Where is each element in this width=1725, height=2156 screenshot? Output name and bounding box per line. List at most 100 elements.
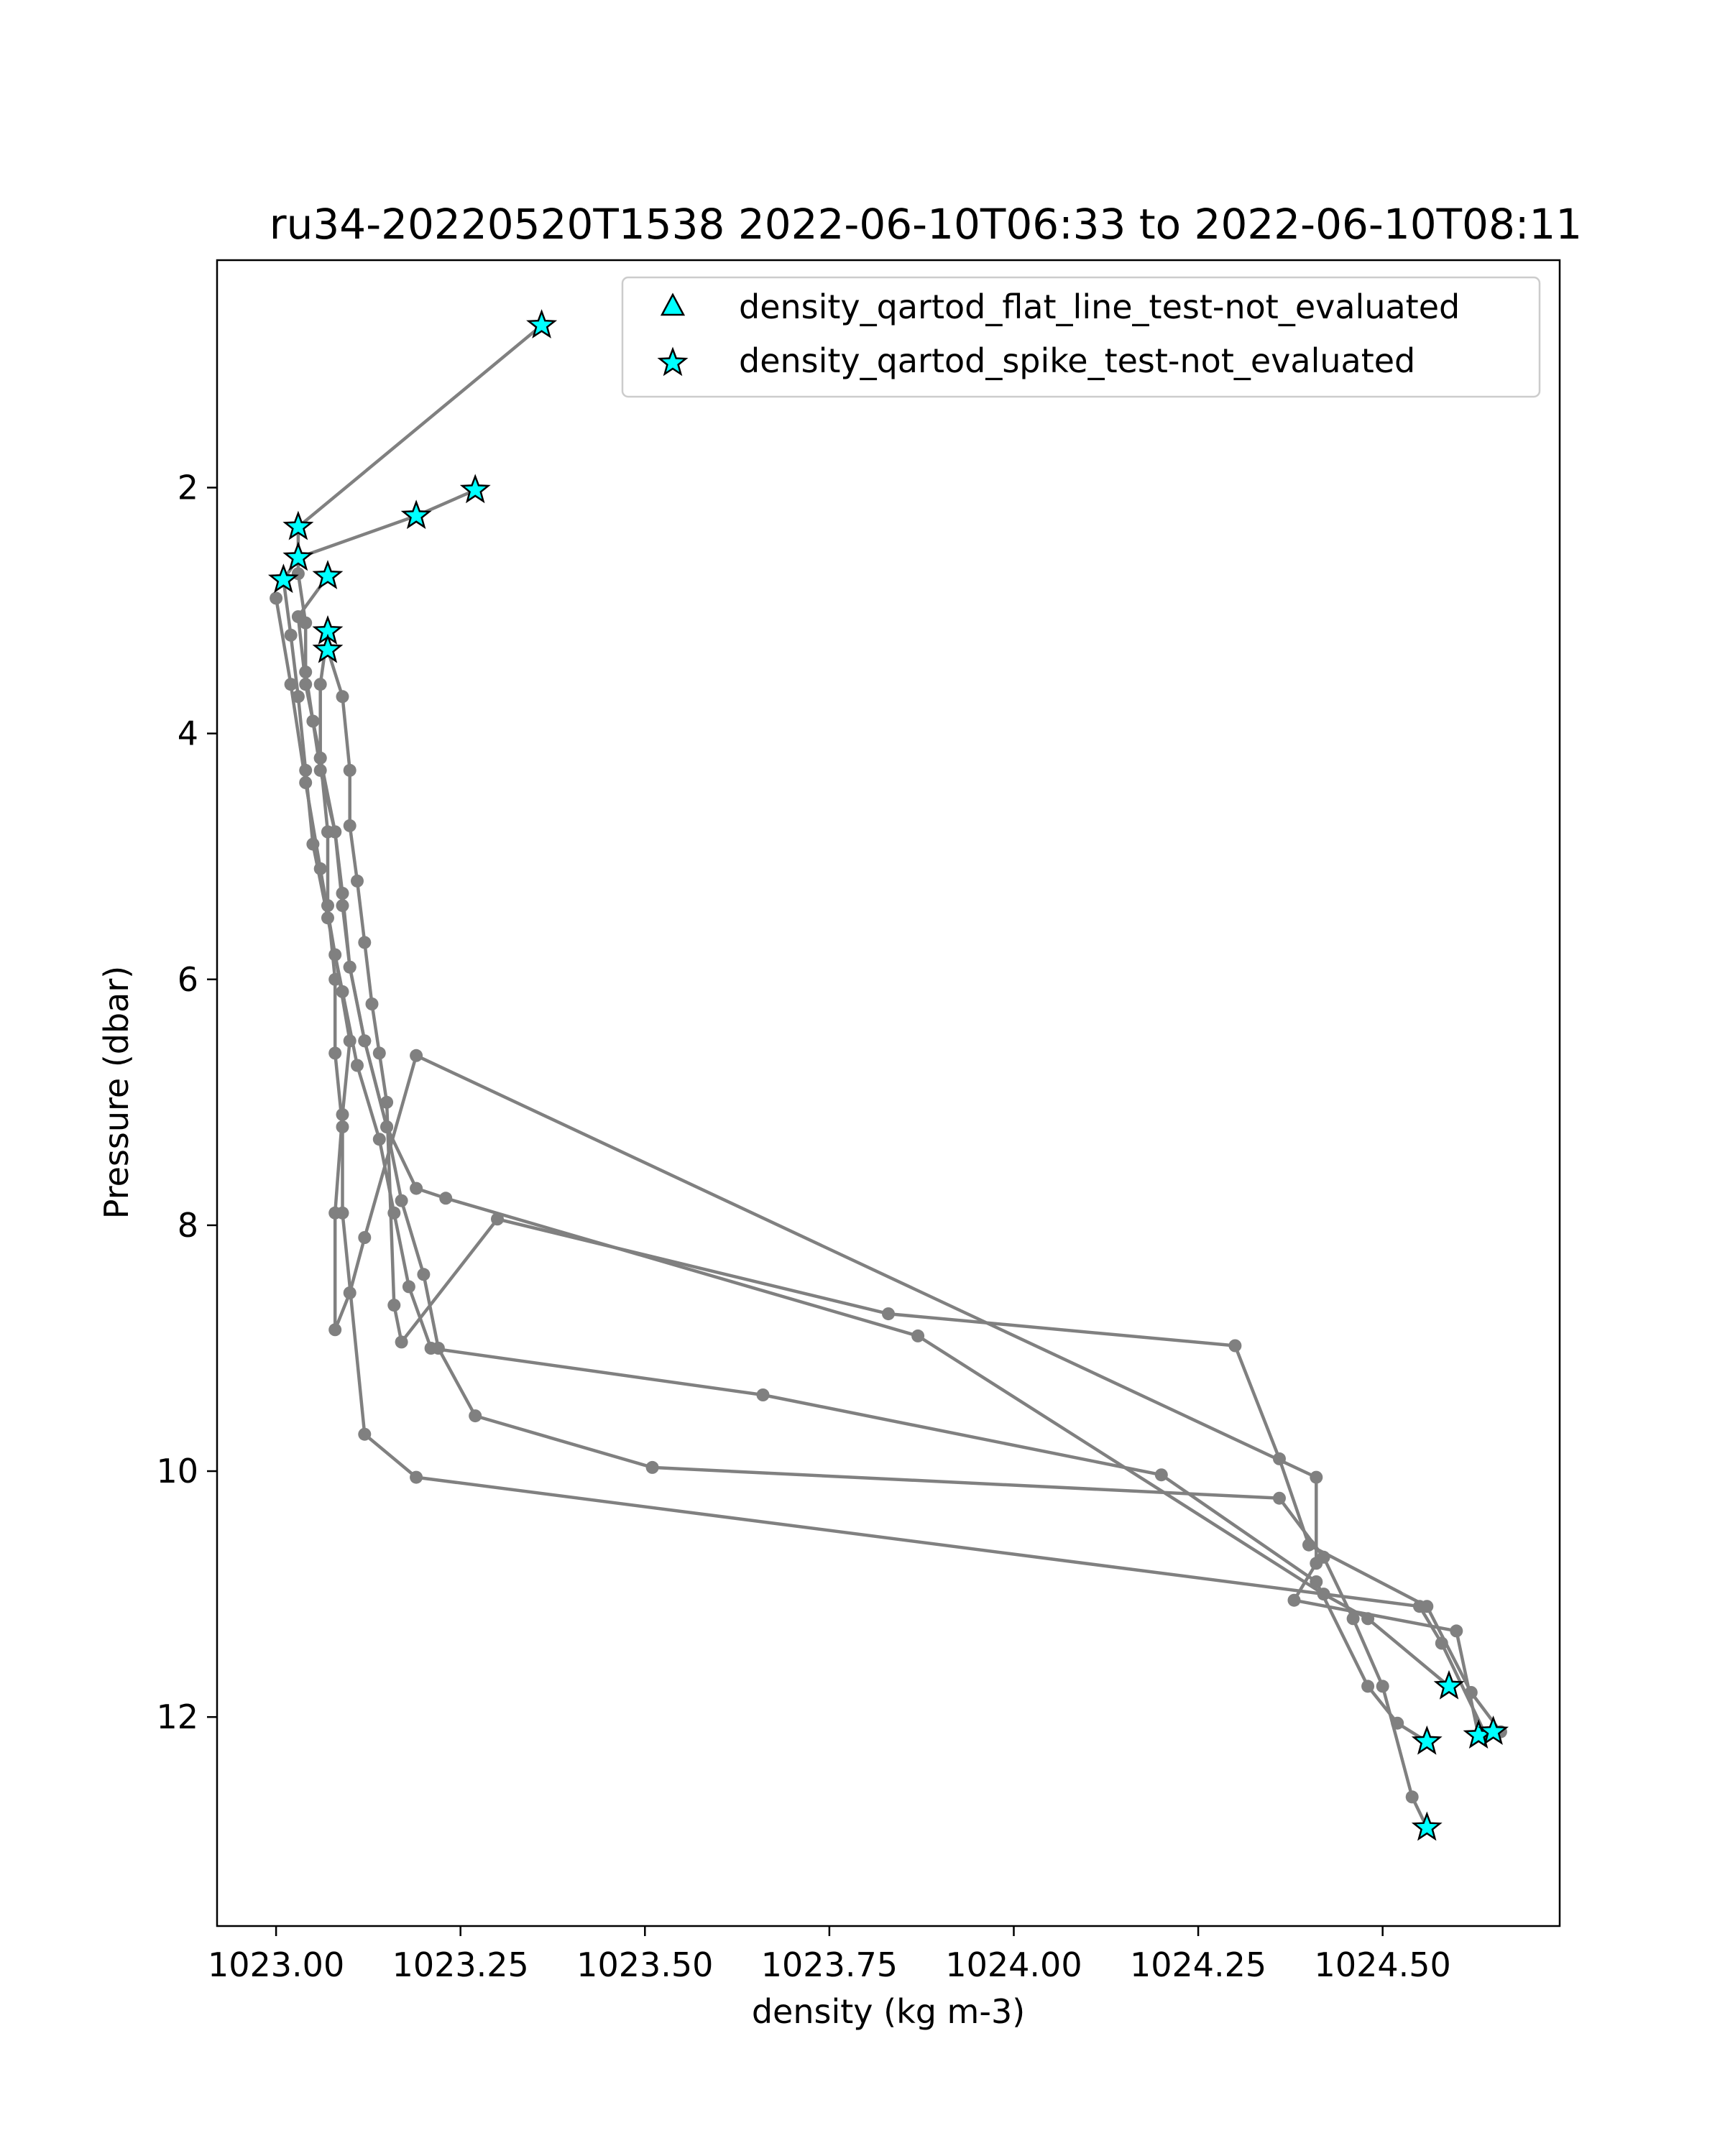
data-point [343,763,356,777]
data-point [336,690,349,704]
data-point [358,936,372,949]
data-point [911,1329,925,1342]
data-point [336,1107,349,1121]
data-point [291,690,305,704]
legend-label-flat-line: density_qartod_flat_line_test-not_evalua… [739,287,1460,326]
legend-star-icon [657,346,689,377]
data-point [328,1206,342,1220]
x-tick-label: 1023.00 [208,1945,344,1984]
data-point [313,862,327,875]
data-point [756,1388,770,1401]
data-point [410,1049,423,1062]
x-tick-label: 1023.75 [761,1945,898,1984]
data-point [1376,1680,1389,1693]
y-tick-label: 4 [178,714,198,753]
data-point [343,819,356,832]
x-tick-label: 1024.25 [1130,1945,1266,1984]
y-tick-label: 2 [178,468,198,507]
data-point [882,1307,895,1321]
plot-area [267,309,1509,1841]
data-point [395,1335,408,1349]
data-point [372,1046,386,1060]
data-point [1346,1612,1360,1626]
legend: density_qartod_flat_line_test-not_evalua… [621,276,1541,398]
data-point [1273,1491,1286,1505]
data-point [424,1342,438,1355]
data-point [321,825,334,839]
data-point [365,998,379,1010]
x-axis: 1023.00 1023.25 1023.50 1023.75 1024.00 1024.… [208,1926,1451,1984]
y-tick-label: 10 [156,1452,198,1491]
data-point [343,1034,356,1048]
x-tick-label: 1024.50 [1315,1945,1451,1984]
data-point [1302,1538,1315,1552]
data-point [1391,1716,1404,1730]
y-tick-label: 6 [178,960,198,999]
data-point [328,1323,342,1337]
data-point [343,1286,356,1299]
data-point [358,1034,372,1048]
x-tick-label: 1023.25 [392,1945,529,1984]
data-point [351,1059,364,1072]
data-point [343,960,356,974]
data-point [417,1268,431,1281]
x-tick-label: 1024.00 [945,1945,1082,1984]
spike-flag-star-marker [267,563,299,594]
spike-flag-star-marker [1433,1669,1465,1700]
data-point [328,1046,342,1060]
spike-flag-star-marker [282,510,314,540]
data-point [313,678,327,691]
y-axis-label: Pressure (dbar) [97,966,136,1219]
data-point [439,1192,453,1205]
data-point [372,1133,386,1146]
legend-triangle-icon [660,292,686,316]
data-point [387,1299,401,1312]
spike-flag-star-marker [526,309,558,338]
data-point [284,628,298,642]
spike-flag-star-marker [1478,1715,1509,1745]
spike-flag-star-marker [400,499,432,530]
spike-flag-star-marker [282,541,314,571]
data-point [1310,1575,1323,1588]
x-tick-label: 1023.50 [576,1945,713,1984]
data-point [299,776,313,789]
data-point [645,1460,659,1474]
data-point [351,874,364,888]
data-point [299,678,313,691]
data-point [410,1181,423,1195]
y-tick-label: 8 [178,1206,198,1245]
data-point [284,678,298,691]
data-point [1405,1790,1419,1804]
data-point [358,1231,372,1244]
data-point [1154,1468,1168,1482]
data-point [270,591,283,605]
spike-flag-star-marker [1411,1725,1443,1755]
data-point [380,1095,394,1109]
data-point [1361,1680,1375,1693]
spike-flag-star-marker [312,633,344,663]
data-point [313,751,327,765]
data-point [1450,1624,1463,1638]
legend-box [621,276,1541,398]
data-point [402,1280,415,1294]
spike-flag-star-marker [312,560,344,589]
data-point [1310,1470,1323,1484]
y-tick-label: 12 [156,1697,198,1736]
data-point [358,1427,372,1441]
data-point [336,899,349,913]
plot-frame [216,259,1561,1927]
legend-label-spike: density_qartod_spike_test-not_evaluated [739,341,1415,380]
spike-flag-star-marker [1411,1811,1443,1841]
data-point [1287,1593,1301,1607]
spike-flag-star-marker [459,474,491,504]
data-point [410,1470,423,1484]
data-point [1228,1339,1242,1353]
data-point [395,1194,408,1207]
data-point [1310,1557,1323,1570]
x-axis-label: density (kg m-3) [752,1992,1025,2031]
data-point [469,1409,482,1423]
data-point [328,948,342,962]
y-axis: 2 4 6 8 10 12 [156,468,217,1736]
data-point [1420,1600,1434,1613]
